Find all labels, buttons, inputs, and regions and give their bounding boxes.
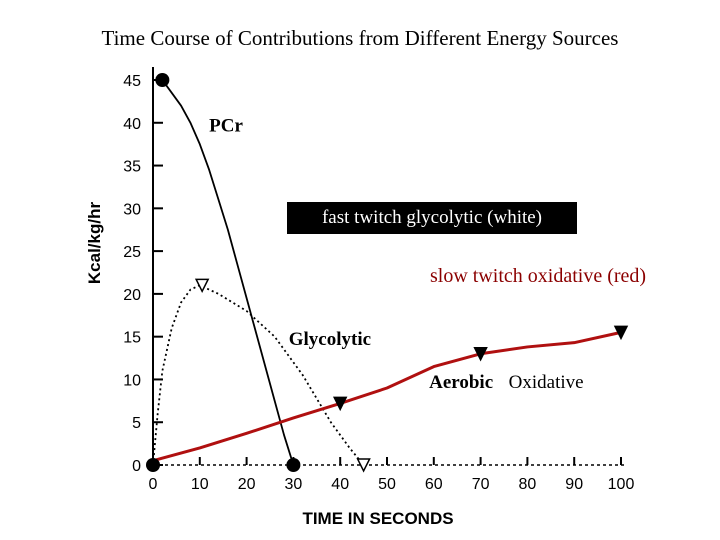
series-annotation-glycolytic: Glycolytic	[289, 329, 371, 350]
chart-annotations: PCr Glycolytic Aerobic Oxidative	[209, 115, 583, 393]
series-line-aerobic	[152, 330, 622, 463]
marker-triangle	[332, 396, 348, 412]
y-tick-label: 20	[123, 287, 141, 304]
x-tick-label: 100	[608, 476, 635, 493]
y-tick-label: 30	[123, 201, 141, 218]
y-tick-label: 10	[123, 372, 141, 389]
y-tick-label: 45	[123, 73, 141, 90]
y-axis-label: Kcal/kg/hr	[85, 202, 104, 285]
y-tick-label: 40	[123, 116, 141, 133]
x-tick-label: 20	[238, 476, 256, 493]
y-tick-label: 15	[123, 330, 141, 347]
x-tick-label: 60	[425, 476, 443, 493]
x-tick-label: 70	[472, 476, 490, 493]
chart-axes: 0 5 10 15 20 25 30 35 40 45 0 10 20 30 40 50 60 70 80 90 100	[123, 67, 634, 493]
x-tick-label: 90	[565, 476, 583, 493]
y-tick-label: 5	[132, 415, 141, 432]
y-tick-label: 25	[123, 244, 141, 261]
slow-twitch-note: slow twitch oxidative (red)	[430, 265, 647, 287]
x-tick-label: 30	[285, 476, 303, 493]
x-tick-label: 0	[149, 476, 158, 493]
marker-circle	[146, 458, 160, 472]
marker-circle	[286, 458, 301, 472]
x-tick-label: 80	[519, 476, 537, 493]
y-tick-label: 0	[132, 458, 141, 475]
x-tick-label: 10	[191, 476, 209, 493]
series-annotation-aerobic: Aerobic	[429, 372, 493, 393]
series-line-pcr	[161, 79, 295, 466]
x-axis-label: TIME IN SECONDS	[302, 509, 453, 528]
marker-triangle	[356, 458, 371, 473]
fast-twitch-note: fast twitch glycolytic (white)	[287, 202, 577, 234]
marker-triangle	[613, 325, 629, 341]
chart-markers	[146, 73, 629, 473]
series-annotation-pcr: PCr	[209, 115, 243, 136]
x-tick-label: 50	[378, 476, 396, 493]
marker-triangle	[473, 347, 488, 362]
marker-circle	[155, 73, 170, 87]
y-tick-label: 35	[123, 159, 141, 176]
oxidative-label: Oxidative	[509, 372, 584, 393]
marker-triangle	[194, 278, 210, 294]
chart-series	[152, 79, 622, 466]
series-line-glycolytic	[152, 284, 365, 466]
x-tick-label: 40	[331, 476, 349, 493]
slide-title: Time Course of Contributions from Differ…	[101, 26, 619, 50]
